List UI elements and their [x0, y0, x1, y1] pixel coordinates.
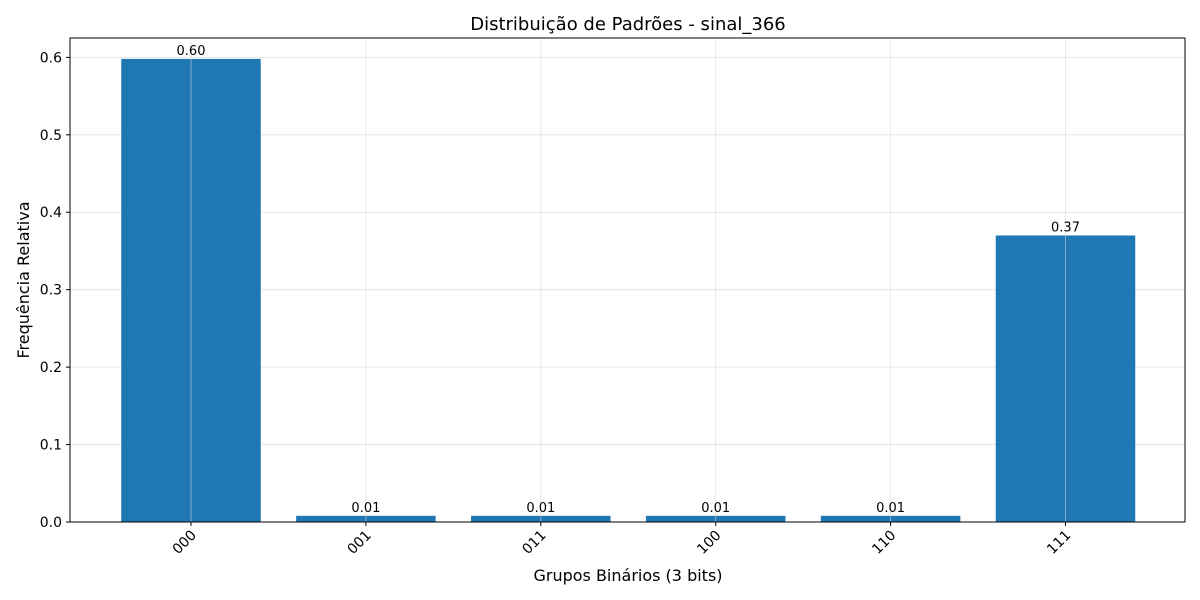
x-tick-label-011: 011: [519, 528, 549, 558]
x-tick-label-110: 110: [869, 528, 899, 558]
data-label-100: 0.01: [701, 501, 730, 516]
y-tick-label-0: 0.0: [40, 515, 62, 531]
x-tick-label-000: 000: [170, 528, 200, 558]
x-axis-label: Grupos Binários (3 bits): [533, 566, 722, 585]
y-tick-label-2: 0.2: [40, 360, 62, 376]
data-label-011: 0.01: [526, 501, 555, 516]
data-labels: 0.60 0.01 0.01 0.01 0.01 0.37: [177, 44, 1080, 516]
y-tick-label-4: 0.4: [40, 205, 62, 221]
x-axis-ticks: 000 001 011 100 110 111: [170, 522, 1074, 558]
x-tick-label-111: 111: [1044, 528, 1074, 558]
data-label-000: 0.60: [177, 44, 206, 59]
data-label-111: 0.37: [1051, 220, 1080, 235]
x-tick-label-001: 001: [345, 528, 375, 558]
x-tick-label-100: 100: [694, 528, 724, 558]
chart-title: Distribuição de Padrões - sinal_366: [470, 14, 786, 35]
y-tick-label-5: 0.5: [40, 128, 62, 144]
data-label-001: 0.01: [351, 501, 380, 516]
y-axis-label: Frequência Relativa: [14, 201, 33, 358]
data-label-110: 0.01: [876, 501, 905, 516]
plot-frame: [69, 37, 1186, 523]
y-tick-label-1: 0.1: [40, 438, 62, 454]
bars: [121, 58, 1136, 523]
y-tick-label-3: 0.3: [40, 283, 62, 299]
y-axis-ticks: 0.0 0.1 0.2 0.3 0.4 0.5 0.6: [40, 50, 70, 531]
vertical-grid-lines: [190, 38, 1066, 522]
y-tick-label-6: 0.6: [40, 50, 62, 66]
